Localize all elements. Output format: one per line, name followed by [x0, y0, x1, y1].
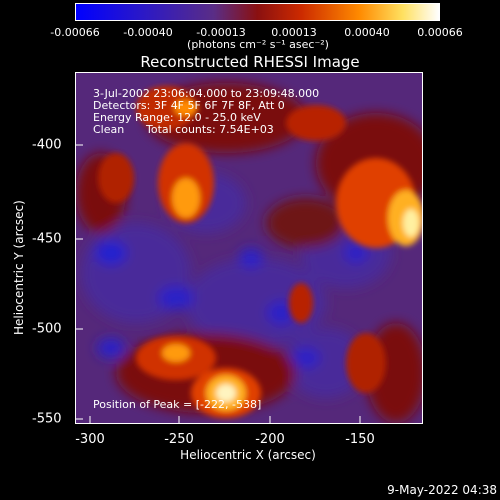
colorbar-tick-label: -0.00040: [123, 26, 173, 39]
time-range: 3-Jul-2002 23:06:04.000 to 23:09:48.000: [93, 87, 320, 100]
x-axis-label: Heliocentric X (arcsec): [180, 448, 316, 462]
x-tick-label: -250: [164, 432, 194, 447]
y-axis-label: Heliocentric Y (arcsec): [12, 200, 26, 335]
x-tick-label: -200: [255, 432, 285, 447]
x-tick-label: -300: [75, 432, 105, 447]
colorbar-tick-label: -0.00013: [196, 26, 246, 39]
colorbar-tick-label: 0.00040: [344, 26, 390, 39]
solar-image: 3-Jul-2002 23:06:04.000 to 23:09:48.000 …: [75, 72, 423, 424]
colorbar: [75, 3, 440, 21]
timestamp: 9-May-2022 04:38: [387, 483, 497, 497]
colorbar-tick-label: -0.00066: [50, 26, 100, 39]
y-tick-label: -500: [32, 321, 62, 337]
y-tick-label: -550: [32, 411, 62, 427]
peak-position-text: Position of Peak = [-222, -538]: [93, 398, 262, 411]
total-counts-text: Total counts: 7.54E+03: [146, 123, 274, 136]
colorbar-tick-label: 0.00066: [417, 26, 463, 39]
y-tick-label: -450: [32, 231, 62, 247]
colorbar-tick-label: 0.00013: [271, 26, 317, 39]
hxr-map: [76, 73, 422, 423]
energy-range-text: Energy Range: 12.0 - 25.0 keV: [93, 111, 261, 124]
colorbar-units: (photons cm⁻² s⁻¹ asec⁻²): [187, 38, 329, 51]
image-title: Reconstructed RHESSI Image: [140, 53, 360, 71]
method-text: Clean: [93, 123, 125, 136]
x-tick-label: -150: [345, 432, 375, 447]
detectors-text: Detectors: 3F 4F 5F 6F 7F 8F, Att 0: [93, 99, 285, 112]
y-tick-label: -400: [32, 137, 62, 153]
